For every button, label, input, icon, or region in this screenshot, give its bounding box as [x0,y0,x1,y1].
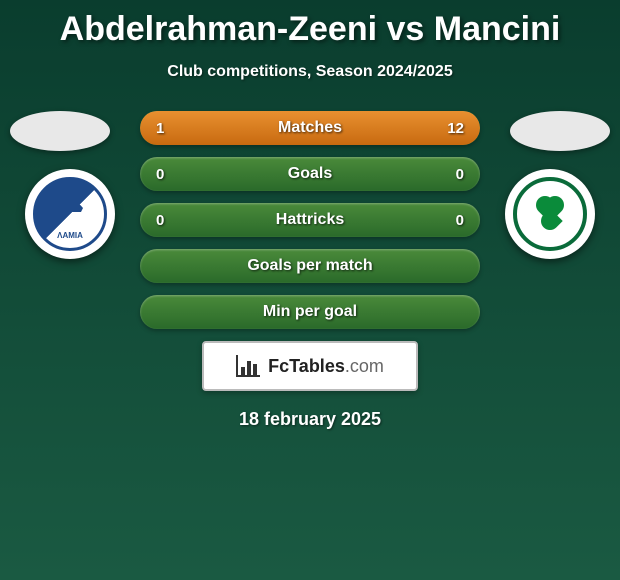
bar-chart-icon [236,355,260,377]
brand-ext: .com [345,356,384,376]
player-left-oval [10,111,110,151]
stat-bar-goals: 0 Goals 0 [140,157,480,191]
stat-bar-min-per-goal: Min per goal [140,295,480,329]
stat-left-value: 1 [156,120,164,137]
club-badge-right [505,169,595,259]
player-right-oval [510,111,610,151]
panathinaikos-crest-icon [513,177,587,251]
stat-label: Goals [288,165,332,183]
stat-right-value: 12 [447,120,464,137]
brand-text: FcTables.com [268,356,384,377]
stat-label: Hattricks [276,211,344,229]
brand-name: FcTables [268,356,345,376]
stat-bar-hattricks: 0 Hattricks 0 [140,203,480,237]
stat-left-value: 0 [156,166,164,183]
page-subtitle: Club competitions, Season 2024/2025 [0,63,620,81]
stat-right-value: 0 [456,212,464,229]
lamia-label: ΛΑΜΙΑ [36,231,104,240]
stat-left-value: 0 [156,212,164,229]
stat-label: Goals per match [247,257,372,275]
page-title: Abdelrahman-Zeeni vs Mancini [0,0,620,49]
club-badge-left: ΛΑΜΙΑ [25,169,115,259]
stat-bars: 1 Matches 12 0 Goals 0 0 Hattricks 0 Goa… [140,111,480,329]
stat-label: Min per goal [263,303,357,321]
date-label: 18 february 2025 [0,409,620,430]
comparison-area: ΛΑΜΙΑ 1 Matches 12 0 Goals 0 0 Hattricks… [0,111,620,430]
stat-bar-matches: 1 Matches 12 [140,111,480,145]
lamia-crest-icon: ΛΑΜΙΑ [33,177,107,251]
stat-label: Matches [278,119,342,137]
brand-box[interactable]: FcTables.com [202,341,418,391]
stat-bar-goals-per-match: Goals per match [140,249,480,283]
shamrock-icon [532,196,568,232]
stat-right-value: 0 [456,166,464,183]
